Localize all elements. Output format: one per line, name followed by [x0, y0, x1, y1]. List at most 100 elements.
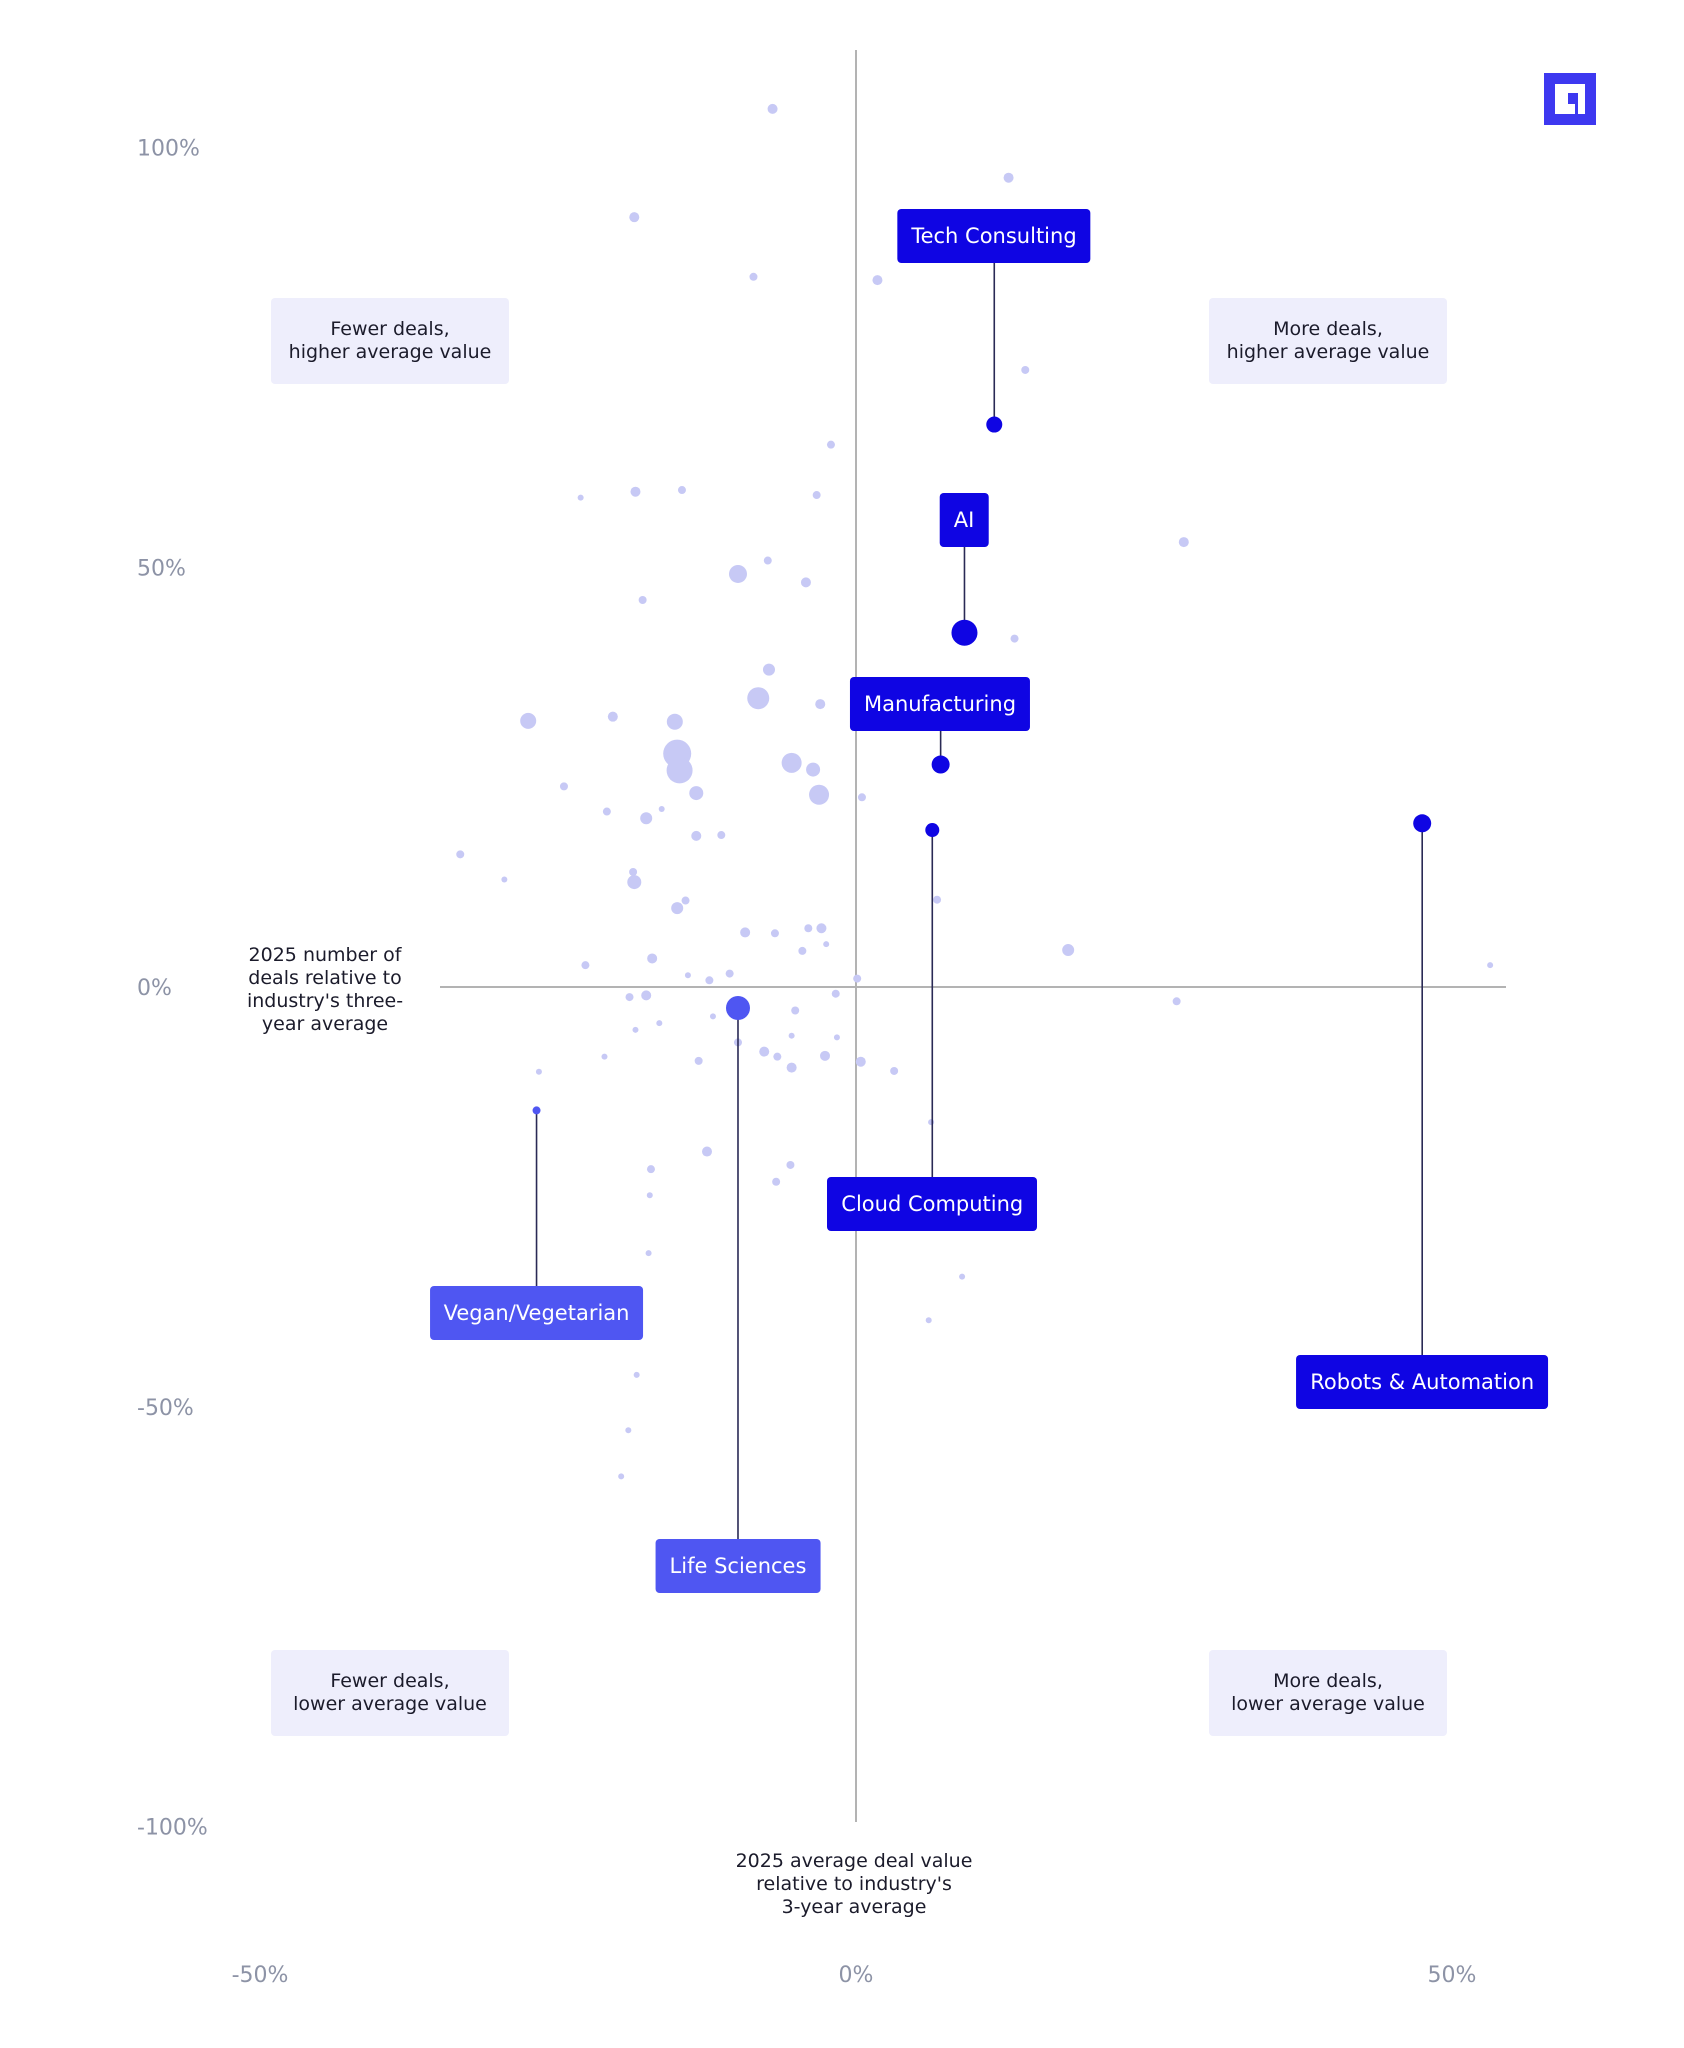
highlighted-point: [532, 1106, 541, 1115]
data-point: [705, 976, 714, 985]
data-point: [1003, 172, 1014, 183]
data-point: [826, 440, 835, 449]
data-point: [772, 1177, 781, 1186]
data-point: [773, 1052, 782, 1061]
data-point: [933, 895, 942, 904]
data-point: [1487, 962, 1494, 969]
data-point: [646, 1165, 655, 1174]
x-tick-labels: -50% 0% 50%: [232, 1963, 1477, 1988]
y-tick-label: -100%: [137, 1816, 208, 1841]
data-point: [618, 1473, 625, 1480]
data-point: [625, 1427, 632, 1434]
data-point: [770, 929, 779, 938]
data-point: [607, 711, 618, 722]
data-point: [709, 1013, 716, 1020]
data-point: [925, 1317, 932, 1324]
brand-logo-icon: [1544, 73, 1596, 125]
y-tick-label: 0%: [137, 976, 172, 1001]
highlight-label: Life Sciences: [655, 1539, 821, 1593]
data-point: [559, 782, 568, 791]
data-point: [728, 564, 747, 583]
data-point: [812, 491, 821, 500]
highlighted-point: [725, 995, 750, 1020]
data-point: [833, 1034, 840, 1041]
highlight-label: Vegan/Vegetarian: [429, 1286, 644, 1340]
data-point: [749, 272, 758, 281]
data-point: [740, 927, 751, 938]
data-point: [763, 556, 772, 565]
quadrant-label: Fewer deals, lower average value: [293, 1670, 487, 1715]
y-tick-label: 100%: [137, 137, 200, 162]
data-point: [1010, 634, 1019, 643]
quadrant-label: More deals, lower average value: [1231, 1670, 1425, 1715]
quadrant-top-right: More deals, higher average value: [1209, 298, 1447, 384]
data-point: [535, 1068, 542, 1075]
data-point: [691, 830, 702, 841]
data-point: [666, 713, 683, 730]
x-tick-label: 50%: [1428, 1963, 1477, 1988]
data-point: [641, 990, 652, 1001]
data-point: [677, 486, 686, 495]
data-point: [689, 786, 704, 801]
data-point: [645, 1250, 652, 1257]
data-point: [456, 850, 465, 859]
data-point: [928, 1119, 935, 1126]
data-point: [577, 494, 584, 501]
data-point: [638, 595, 647, 604]
data-point: [646, 1192, 653, 1199]
data-point: [747, 687, 770, 710]
data-point: [1021, 365, 1030, 374]
data-point: [658, 806, 665, 813]
data-point: [806, 762, 821, 777]
data-point: [872, 275, 883, 286]
y-tick-label: 50%: [137, 556, 186, 581]
data-point: [820, 1050, 831, 1061]
data-point: [602, 807, 611, 816]
data-point: [671, 902, 684, 915]
data-point: [630, 486, 641, 497]
data-point: [759, 1046, 770, 1057]
data-point: [786, 1062, 797, 1073]
data-point: [800, 577, 811, 588]
highlight-label: Cloud Computing: [827, 1177, 1038, 1231]
highlight-label: Robots & Automation: [1296, 1355, 1549, 1409]
data-point: [681, 896, 690, 905]
data-point: [629, 867, 638, 876]
x-tick-label: -50%: [232, 1963, 289, 1988]
highlighted-point: [925, 823, 940, 838]
y-axis-title: 2025 number of deals relative to industry'…: [246, 944, 404, 1035]
highlight-label: AI: [939, 493, 989, 547]
data-point: [831, 989, 840, 998]
data-point: [625, 993, 634, 1002]
data-point: [855, 1056, 866, 1067]
quadrant-bottom-right: More deals, lower average value: [1209, 1650, 1447, 1736]
data-point: [781, 752, 802, 773]
data-point: [791, 1006, 800, 1015]
highlight-label: Manufacturing: [849, 677, 1031, 731]
data-point: [890, 1066, 899, 1075]
data-point: [1172, 997, 1181, 1006]
data-point: [501, 876, 508, 883]
data-point: [809, 784, 830, 805]
y-tick-label: -50%: [137, 1396, 194, 1421]
data-point: [640, 812, 653, 825]
data-point: [804, 924, 813, 933]
data-point: [816, 923, 827, 934]
data-point: [786, 1160, 795, 1169]
axes-layer: [440, 50, 1506, 1822]
data-point: [601, 1053, 608, 1060]
label-leader-lines: [535, 263, 1423, 1539]
data-point: [632, 1026, 639, 1033]
data-point: [788, 1032, 795, 1039]
data-point: [1062, 944, 1075, 957]
data-point: [857, 793, 866, 802]
y-tick-labels: 100% 50% 0% -50% -100%: [137, 137, 208, 1841]
quadrant-top-left: Fewer deals, higher average value: [271, 298, 509, 384]
data-point: [717, 831, 726, 840]
data-point: [520, 712, 537, 729]
data-point: [815, 699, 826, 710]
data-point: [798, 946, 807, 955]
x-tick-label: 0%: [839, 1963, 874, 1988]
